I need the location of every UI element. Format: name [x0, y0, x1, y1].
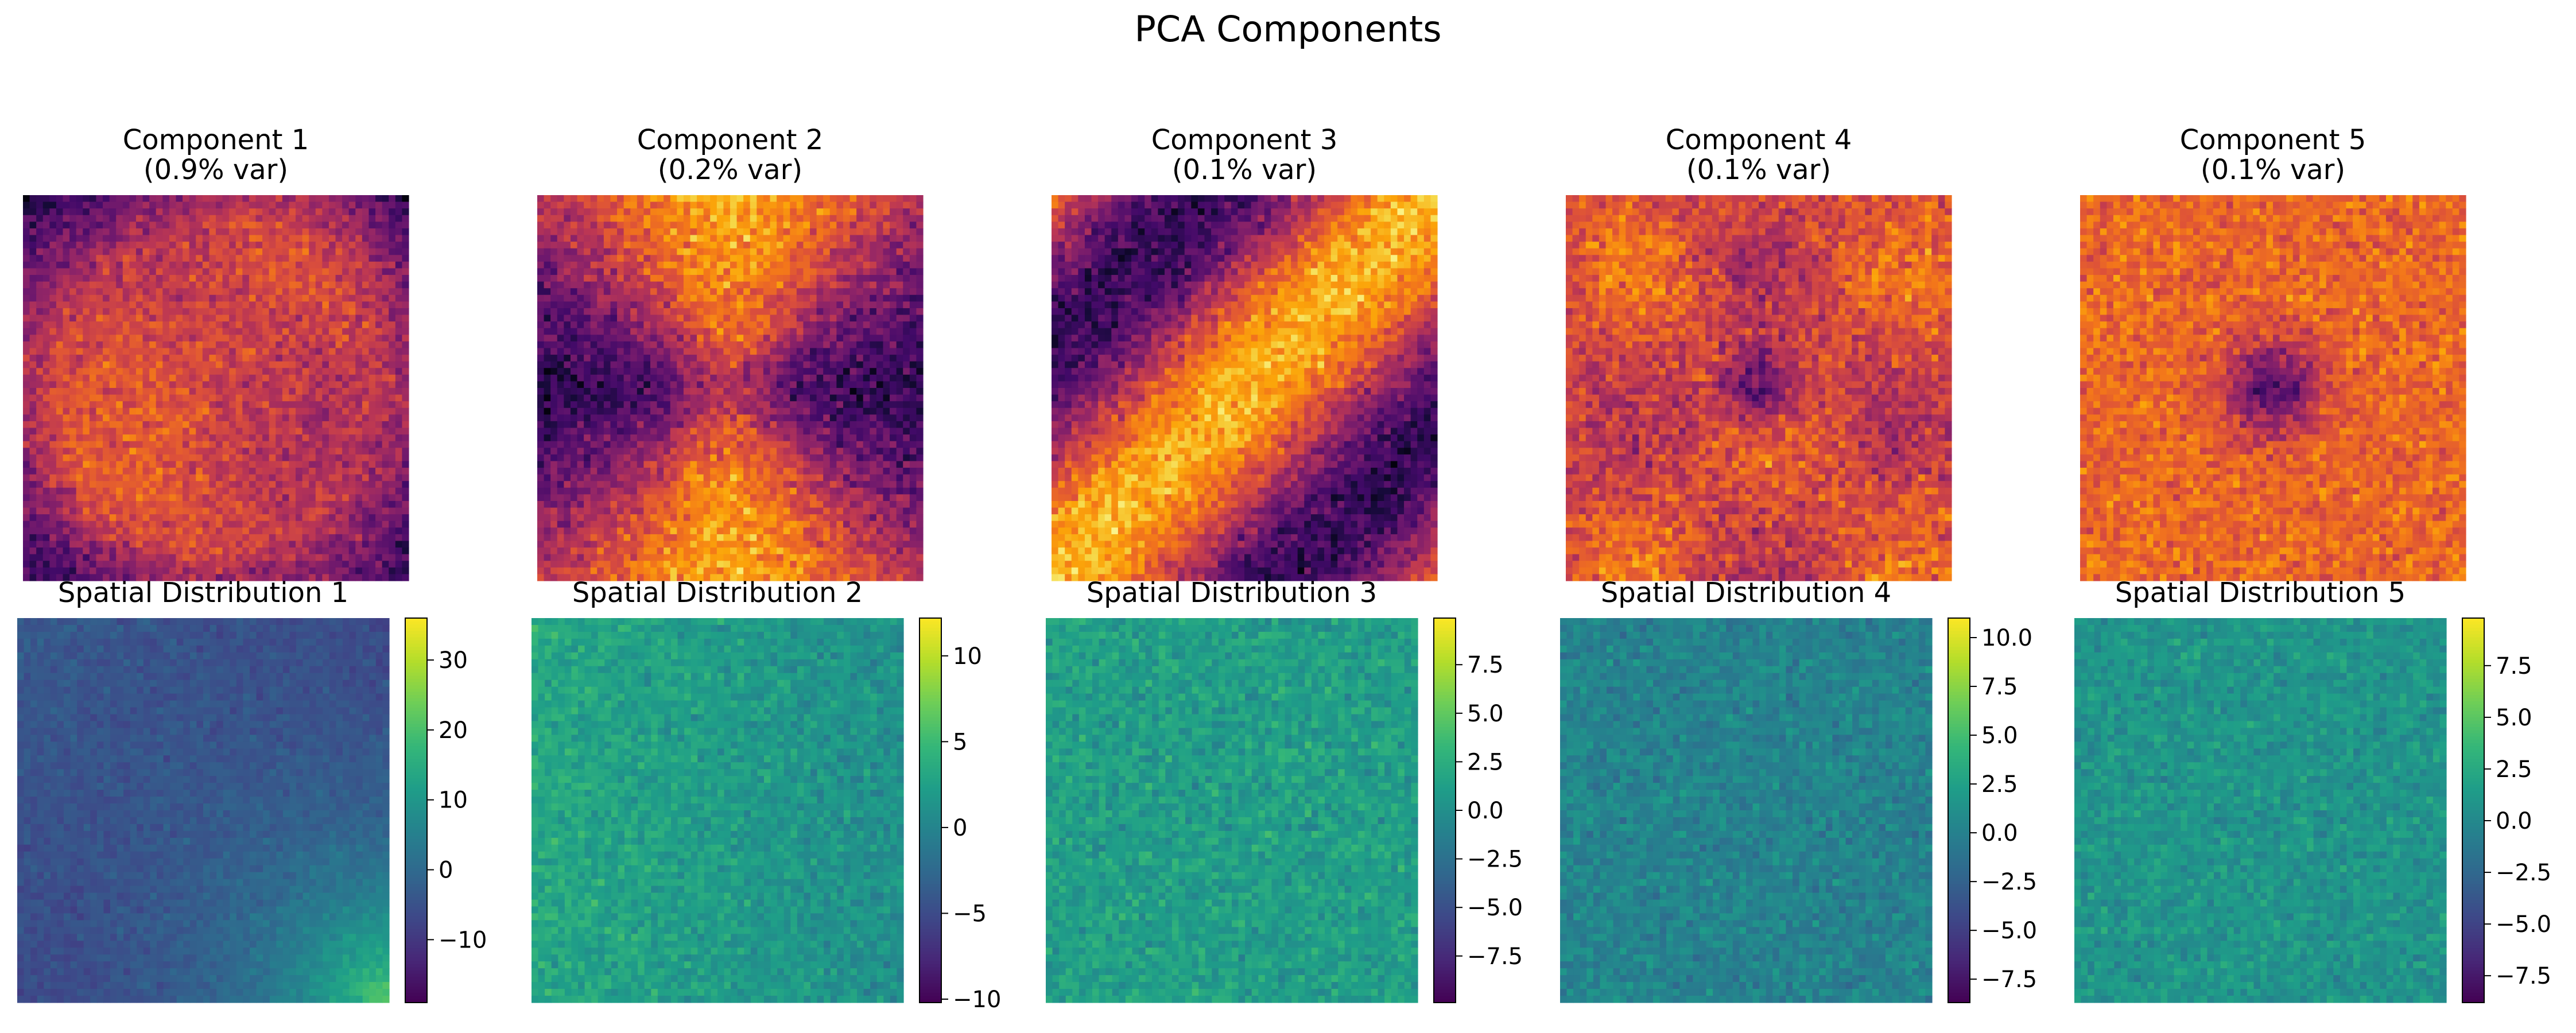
- colorbar-tick-label-2: 10: [953, 643, 982, 670]
- colorbar-tick-label-2: 0: [953, 815, 967, 841]
- spatial-heatmap-2: [532, 618, 904, 1003]
- spatial-panel-5: Spatial Distribution 5 −7.5 −5.0 −2.5 0.0 2.5…: [2074, 577, 2551, 1003]
- component-title-3: Component 3: [1151, 124, 1337, 156]
- colorbar-tick-label-4: 5.0: [1981, 723, 2018, 749]
- colorbar-tick-label-3: −5.0: [1467, 895, 1523, 921]
- component-variance-4: (0.1% var): [1686, 154, 1831, 186]
- component-title-4: Component 4: [1666, 124, 1852, 156]
- colorbar-tick-label-4: 10.0: [1981, 625, 2032, 651]
- colorbar-tick-label-3: 0.0: [1467, 798, 1504, 824]
- component-panel-3: Component 3(0.1% var): [1052, 124, 1438, 581]
- spatial-panel-4: Spatial Distribution 4 −7.5 −5.0 −2.5 0.0 2.5…: [1560, 577, 2037, 1003]
- colorbar-tick-label-5: 5.0: [2496, 705, 2532, 731]
- colorbar-tick-label-5: 2.5: [2496, 756, 2532, 783]
- colorbar-tick-label-2: −5: [953, 900, 987, 927]
- colorbar-tick-label-2: −10: [953, 987, 1001, 1013]
- colorbar-tick-label-1: −10: [439, 927, 487, 953]
- component-variance-3: (0.1% var): [1172, 154, 1317, 186]
- colorbar-tick-label-1: 20: [439, 717, 468, 744]
- spatial-title-1: Spatial Distribution 1: [58, 577, 348, 609]
- figure-title: PCA Components: [1134, 8, 1441, 50]
- colorbar-tick-label-2: 5: [953, 729, 967, 755]
- colorbar-tick-label-5: −7.5: [2496, 963, 2551, 989]
- colorbar-tick-label-4: −5.0: [1981, 918, 2037, 944]
- colorbar-5: −7.5 −5.0 −2.5 0.0 2.5 5.0 7.5: [2462, 618, 2551, 1003]
- component-heatmap-1: [23, 195, 409, 581]
- colorbar-tick-label-5: 7.5: [2496, 653, 2532, 679]
- component-variance-5: (0.1% var): [2201, 154, 2345, 186]
- spatial-panel-1: Spatial Distribution 1 −10 0 10 20 30: [17, 577, 487, 1003]
- component-panel-2: Component 2(0.2% var): [537, 124, 924, 581]
- component-heatmap-5: [2080, 195, 2466, 581]
- spatial-heatmap-3: [1046, 618, 1418, 1003]
- spatial-panel-2: Spatial Distribution 2 −10 −5 0 5 10: [532, 577, 1001, 1013]
- component-variance-1: (0.9% var): [143, 154, 288, 186]
- colorbar-tick-label-3: −7.5: [1467, 943, 1523, 970]
- spatial-title-4: Spatial Distribution 4: [1601, 577, 1891, 609]
- component-panel-4: Component 4(0.1% var): [1566, 124, 1952, 581]
- spatial-heatmap-5: [2074, 618, 2447, 1003]
- colorbar-tick-label-1: 10: [439, 787, 468, 814]
- colorbar-tick-label-5: −5.0: [2496, 911, 2551, 938]
- colorbar-tick-label-3: −2.5: [1467, 846, 1523, 873]
- spatial-title-2: Spatial Distribution 2: [572, 577, 863, 609]
- component-variance-2: (0.2% var): [658, 154, 802, 186]
- colorbar-tick-label-4: 0.0: [1981, 820, 2018, 846]
- colorbar-tick-label-4: −2.5: [1981, 869, 2037, 895]
- colorbar-tick-label-3: 7.5: [1467, 652, 1504, 678]
- component-panel-1: Component 1(0.9% var): [23, 124, 409, 581]
- spatial-heatmap-4: [1560, 618, 1933, 1003]
- colorbar-tick-label-4: 7.5: [1981, 674, 2018, 700]
- spatial-title-3: Spatial Distribution 3: [1087, 577, 1377, 609]
- colorbar-tick-label-1: 0: [439, 857, 453, 884]
- component-title-2: Component 2: [637, 124, 823, 156]
- colorbar-tick-label-1: 30: [439, 647, 468, 674]
- colorbar-tick-label-5: −2.5: [2496, 860, 2551, 886]
- colorbar-1: −10 0 10 20 30: [405, 618, 487, 1003]
- colorbar-tick-label-4: −7.5: [1981, 966, 2037, 993]
- component-panel-5: Component 5(0.1% var): [2080, 124, 2466, 581]
- component-heatmap-3: [1052, 195, 1438, 581]
- spatial-heatmap-1: [17, 618, 390, 1003]
- component-heatmap-2: [537, 195, 924, 581]
- colorbar-tick-label-4: 2.5: [1981, 771, 2018, 798]
- colorbar-2: −10 −5 0 5 10: [919, 618, 1001, 1013]
- component-heatmap-4: [1566, 195, 1952, 581]
- component-title-5: Component 5: [2180, 124, 2366, 156]
- colorbar-4: −7.5 −5.0 −2.5 0.0 2.5 5.0 7.5 10.0: [1947, 618, 2037, 1003]
- component-title-1: Component 1: [123, 124, 309, 156]
- colorbar-tick-label-3: 2.5: [1467, 749, 1504, 775]
- spatial-title-5: Spatial Distribution 5: [2115, 577, 2406, 609]
- colorbar-tick-label-5: 0.0: [2496, 808, 2532, 834]
- spatial-panel-3: Spatial Distribution 3 −7.5 −5.0 −2.5 0.0 2.5…: [1046, 577, 1523, 1003]
- colorbar-3: −7.5 −5.0 −2.5 0.0 2.5 5.0 7.5: [1433, 618, 1523, 1003]
- colorbar-tick-label-3: 5.0: [1467, 701, 1504, 727]
